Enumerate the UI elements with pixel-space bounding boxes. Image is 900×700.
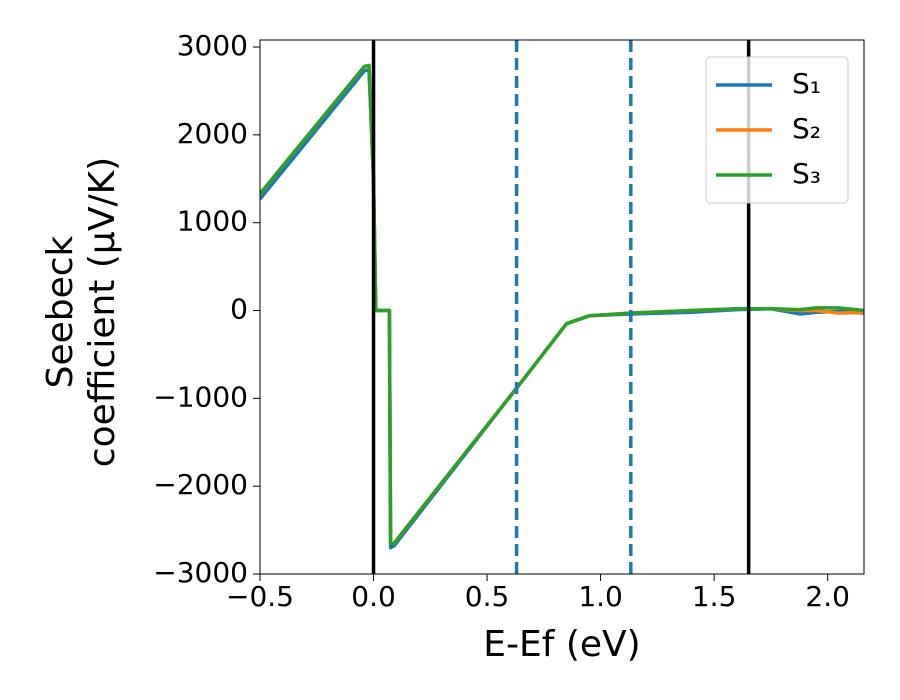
legend-box (705, 56, 849, 204)
x-tick-label: −0.5 (226, 580, 294, 613)
x-tick-label: 1.5 (692, 580, 737, 613)
legend-label: S₃ (792, 157, 821, 190)
y-tick-label: 1000 (177, 205, 248, 238)
x-tick-label: 0.0 (351, 580, 396, 613)
plot-frame (259, 39, 865, 575)
y-tick-label: −2000 (153, 468, 248, 501)
y-axis-label: Seebeck (40, 235, 81, 388)
x-tick-label: 1.0 (578, 580, 623, 613)
x-axis-label: E-Ef (eV) (483, 624, 640, 665)
legend-label: S₂ (792, 112, 821, 145)
y-tick-label: 2000 (177, 117, 248, 150)
x-tick-label: 0.5 (465, 580, 510, 613)
x-tick-label: 2.0 (805, 580, 850, 613)
y-tick-label: −3000 (153, 556, 248, 589)
legend-label: S₁ (792, 67, 821, 100)
y-tick-label: 0 (230, 293, 248, 326)
y-tick-label: −1000 (153, 380, 248, 413)
y-axis-label: coefficient (μV/K) (82, 157, 123, 467)
y-tick-label: 3000 (177, 29, 248, 62)
